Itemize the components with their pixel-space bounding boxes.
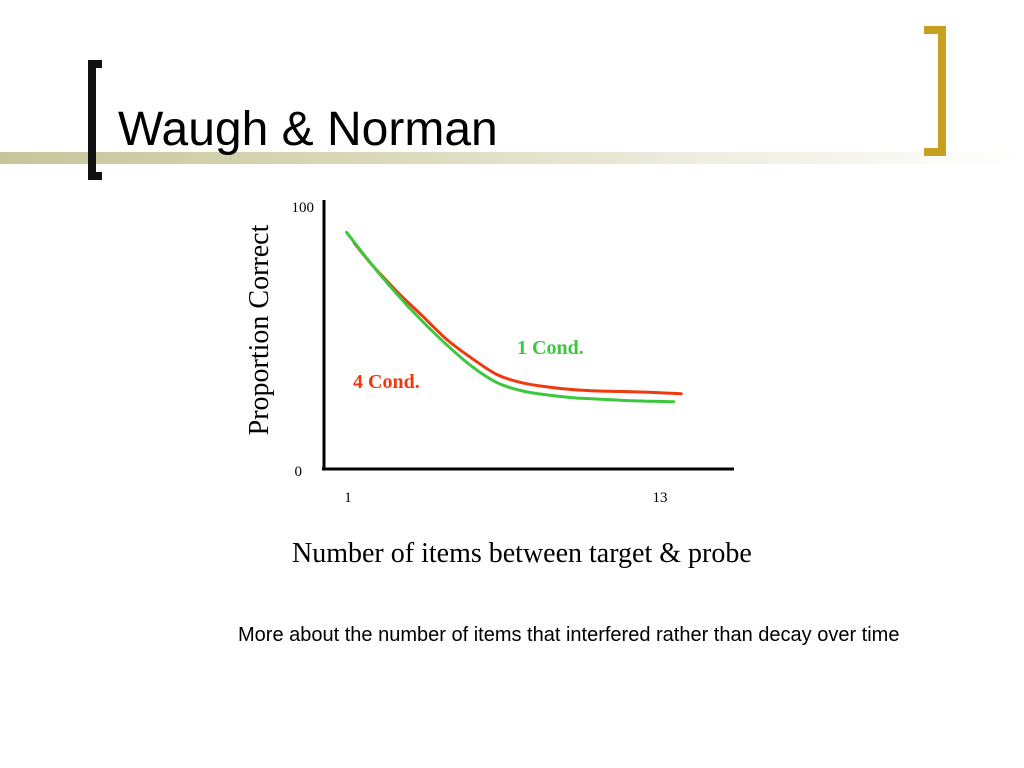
series-label-4-cond: 4 Cond. bbox=[353, 371, 420, 393]
slide-title: Waugh & Norman bbox=[118, 103, 498, 156]
x-tick-13: 13 bbox=[653, 490, 668, 506]
x-axis-label: Number of items between target & probe bbox=[292, 538, 752, 569]
series-line-4-cond bbox=[352, 241, 683, 396]
y-axis-label: Proportion Correct bbox=[244, 224, 275, 436]
series-label-1-cond: 1 Cond. bbox=[517, 337, 584, 359]
y-tick-100: 100 bbox=[292, 200, 315, 216]
left-bracket-decoration bbox=[88, 60, 102, 180]
x-tick-1: 1 bbox=[344, 490, 352, 506]
title-band bbox=[0, 152, 1024, 164]
series-layer bbox=[345, 230, 683, 404]
series-line-1-cond bbox=[345, 230, 676, 404]
body-text: More about the number of items that inte… bbox=[238, 624, 900, 646]
y-tick-0: 0 bbox=[295, 464, 303, 480]
right-bracket-decoration bbox=[924, 26, 946, 156]
